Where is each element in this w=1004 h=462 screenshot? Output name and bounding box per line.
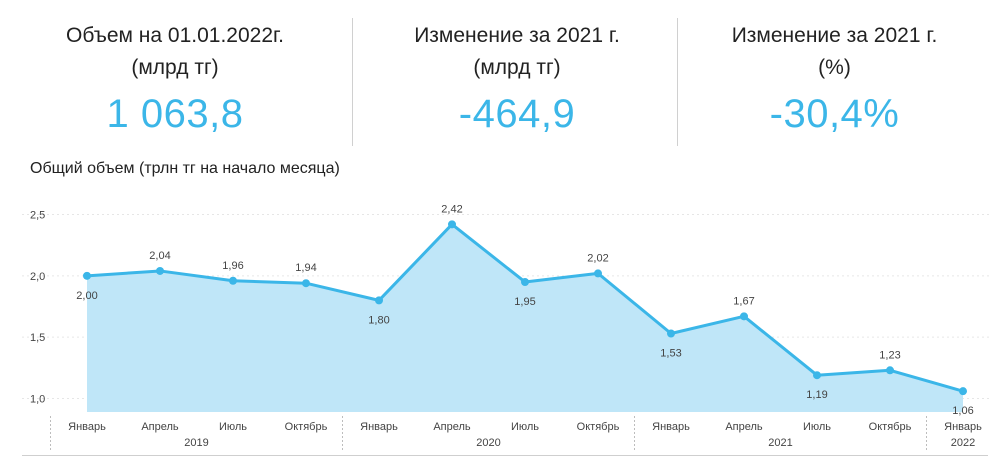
x-tick-label: Январь bbox=[944, 421, 982, 433]
kpi-volume-label-line2: (млрд тг) bbox=[131, 56, 219, 79]
volume-area-chart: 1,0 1,5 2,0 2,5 2,00 2,04 1,96 1,94 1,80 2,42 1,95… bbox=[22, 203, 990, 452]
kpi-change-abs: Изменение за 2021 г. (млрд тг) -464,9 bbox=[352, 0, 682, 150]
x-tick-label: Январь bbox=[652, 421, 690, 433]
chart-title: Общий объем (трлн тг на начало месяца) bbox=[30, 160, 340, 177]
data-label: 1,19 bbox=[806, 389, 827, 401]
data-point bbox=[667, 329, 675, 338]
data-point bbox=[959, 387, 967, 396]
data-point bbox=[375, 296, 383, 305]
data-point bbox=[813, 371, 821, 380]
data-label: 1,06 bbox=[952, 405, 973, 417]
kpi-change-abs-label-line2: (млрд тг) bbox=[473, 56, 561, 79]
x-tick-label: Июль bbox=[803, 421, 831, 433]
kpi-change-pct-value: -30,4% bbox=[769, 92, 900, 136]
kpi-change-pct: Изменение за 2021 г. (%) -30,4% bbox=[677, 0, 992, 150]
x-tick-label: Апрель bbox=[141, 421, 179, 433]
x-tick-label: Октябрь bbox=[285, 421, 328, 433]
x-tick-label: Январь bbox=[360, 421, 398, 433]
kpi-change-abs-value: -464,9 bbox=[458, 92, 576, 136]
kpi-volume-value: 1 063,8 bbox=[106, 92, 244, 136]
data-label: 1,23 bbox=[879, 349, 900, 361]
data-point bbox=[302, 279, 310, 288]
kpi-volume-label: Объем на 01.01.2022г. (млрд тг) bbox=[10, 0, 340, 84]
y-tick-label: 1,5 bbox=[30, 332, 45, 344]
x-tick-label: Июль bbox=[511, 421, 539, 433]
x-tick-label: Январь bbox=[68, 421, 106, 433]
x-tick-label: Октябрь bbox=[577, 421, 620, 433]
year-label: 2020 bbox=[476, 437, 500, 449]
data-label: 2,00 bbox=[76, 290, 97, 302]
data-point bbox=[521, 277, 529, 286]
y-tick-label: 1,0 bbox=[30, 394, 45, 406]
data-point bbox=[886, 366, 894, 375]
y-tick-label: 2,0 bbox=[30, 271, 45, 283]
data-label: 2,42 bbox=[441, 203, 462, 215]
data-point bbox=[83, 271, 91, 280]
data-label: 1,53 bbox=[660, 348, 681, 360]
x-tick-label: Апрель bbox=[433, 421, 471, 433]
data-label: 1,94 bbox=[295, 262, 316, 274]
data-label: 1,80 bbox=[368, 314, 389, 326]
kpi-change-abs-label-line1: Изменение за 2021 г. bbox=[414, 24, 620, 47]
data-label: 2,04 bbox=[149, 250, 170, 262]
kpi-volume-label-line1: Объем на 01.01.2022г. bbox=[66, 24, 284, 47]
data-point bbox=[448, 220, 456, 229]
kpi-volume: Объем на 01.01.2022г. (млрд тг) 1 063,8 bbox=[10, 0, 340, 150]
y-tick-label: 2,5 bbox=[30, 210, 45, 222]
x-tick-label: Апрель bbox=[725, 421, 763, 433]
data-label: 2,02 bbox=[587, 252, 608, 264]
kpi-divider bbox=[677, 18, 678, 146]
x-tick-label: Июль bbox=[219, 421, 247, 433]
kpi-change-abs-label: Изменение за 2021 г. (млрд тг) bbox=[352, 0, 682, 84]
data-point bbox=[740, 312, 748, 321]
kpi-divider bbox=[352, 18, 353, 146]
kpi-change-pct-label-line2: (%) bbox=[818, 56, 851, 79]
year-label: 2019 bbox=[184, 437, 208, 449]
data-point bbox=[156, 266, 164, 275]
data-point bbox=[594, 269, 602, 278]
kpi-change-pct-label: Изменение за 2021 г. (%) bbox=[677, 0, 992, 84]
data-point bbox=[229, 276, 237, 285]
year-label: 2022 bbox=[951, 437, 975, 449]
year-label: 2021 bbox=[768, 437, 792, 449]
kpi-row: Объем на 01.01.2022г. (млрд тг) 1 063,8 … bbox=[0, 0, 1004, 150]
chart-bottom-border bbox=[22, 455, 988, 456]
x-tick-label: Октябрь bbox=[869, 421, 912, 433]
kpi-change-pct-label-line1: Изменение за 2021 г. bbox=[731, 24, 938, 47]
data-label: 1,67 bbox=[733, 295, 754, 307]
series-area bbox=[87, 224, 963, 412]
data-label: 1,95 bbox=[514, 296, 535, 308]
data-label: 1,96 bbox=[222, 260, 243, 272]
